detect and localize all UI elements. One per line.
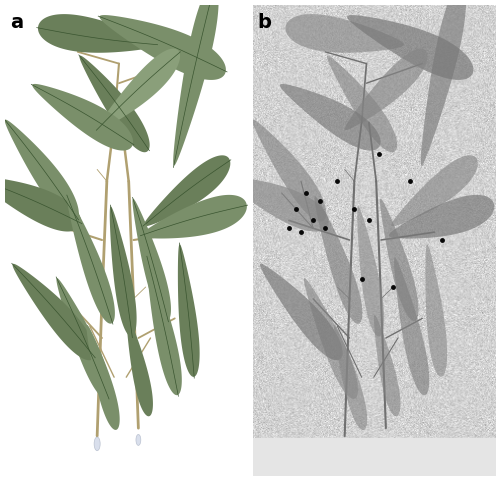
Polygon shape	[100, 15, 226, 80]
Polygon shape	[304, 278, 358, 399]
Ellipse shape	[136, 434, 141, 445]
Polygon shape	[252, 120, 326, 222]
Polygon shape	[110, 206, 136, 336]
Polygon shape	[144, 156, 231, 226]
Polygon shape	[5, 120, 79, 222]
Polygon shape	[97, 48, 180, 130]
Polygon shape	[132, 199, 171, 321]
Polygon shape	[56, 278, 110, 399]
Polygon shape	[67, 196, 115, 324]
Polygon shape	[12, 264, 95, 360]
Polygon shape	[32, 84, 133, 151]
Polygon shape	[38, 14, 156, 53]
Polygon shape	[420, 0, 466, 166]
Polygon shape	[225, 177, 328, 231]
Polygon shape	[173, 0, 218, 166]
Ellipse shape	[94, 437, 100, 451]
Polygon shape	[394, 258, 430, 395]
Polygon shape	[280, 84, 380, 151]
Polygon shape	[357, 206, 384, 336]
Polygon shape	[86, 325, 120, 430]
Polygon shape	[347, 15, 474, 80]
Polygon shape	[0, 177, 81, 231]
Polygon shape	[178, 244, 200, 377]
Polygon shape	[126, 315, 153, 416]
Text: a: a	[10, 13, 23, 32]
Polygon shape	[80, 56, 150, 152]
Polygon shape	[389, 195, 494, 239]
Polygon shape	[380, 199, 418, 321]
Polygon shape	[374, 315, 400, 416]
Polygon shape	[327, 56, 397, 152]
Polygon shape	[344, 48, 428, 130]
Polygon shape	[260, 264, 342, 360]
Polygon shape	[146, 258, 182, 395]
Polygon shape	[142, 195, 247, 239]
Polygon shape	[314, 196, 362, 324]
Polygon shape	[334, 325, 367, 430]
Text: b: b	[258, 13, 271, 32]
Polygon shape	[392, 156, 478, 226]
Polygon shape	[286, 14, 404, 53]
Polygon shape	[426, 244, 447, 377]
